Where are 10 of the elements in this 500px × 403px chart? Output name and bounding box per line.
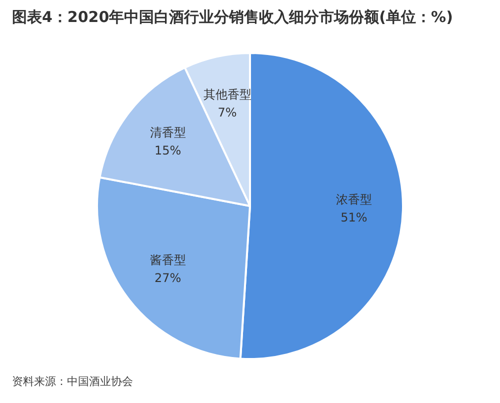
text: 资料来源：中国酒业协会 (12, 374, 133, 389)
data-label: 51% (340, 210, 368, 224)
slice-label: 浓香型 (336, 192, 372, 206)
chart-title: 图表4：2020年中国白酒行业分销售收入细分市场份额(单位：%) (12, 7, 454, 28)
slice-label: 清香型 (150, 125, 186, 140)
data-label: 27% (154, 270, 182, 285)
data-label: 15% (154, 143, 182, 158)
data-label: 7% (218, 106, 237, 120)
slice-label: 其他香型 (203, 88, 252, 102)
slice-label: 酱香型 (150, 252, 186, 267)
